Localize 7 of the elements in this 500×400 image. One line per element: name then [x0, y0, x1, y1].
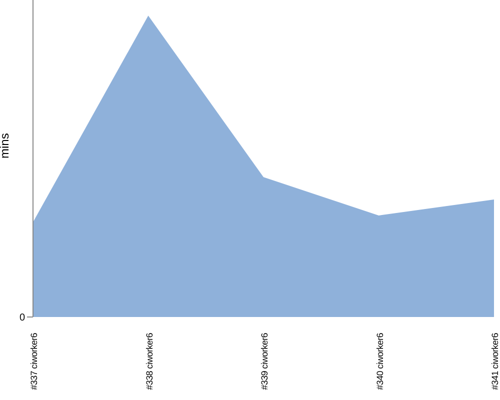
x-tick-label: #338 ciworker6 — [144, 332, 154, 390]
x-tick-label: #341 ciworker6 — [490, 332, 500, 390]
y-axis-title: mins — [0, 133, 12, 158]
x-tick-label: #340 ciworker6 — [374, 332, 385, 390]
x-tick-label: #337 ciworker6 — [29, 332, 39, 390]
x-tick-label: #339 ciworker6 — [260, 332, 270, 390]
annotation: 0 — [19, 312, 26, 324]
